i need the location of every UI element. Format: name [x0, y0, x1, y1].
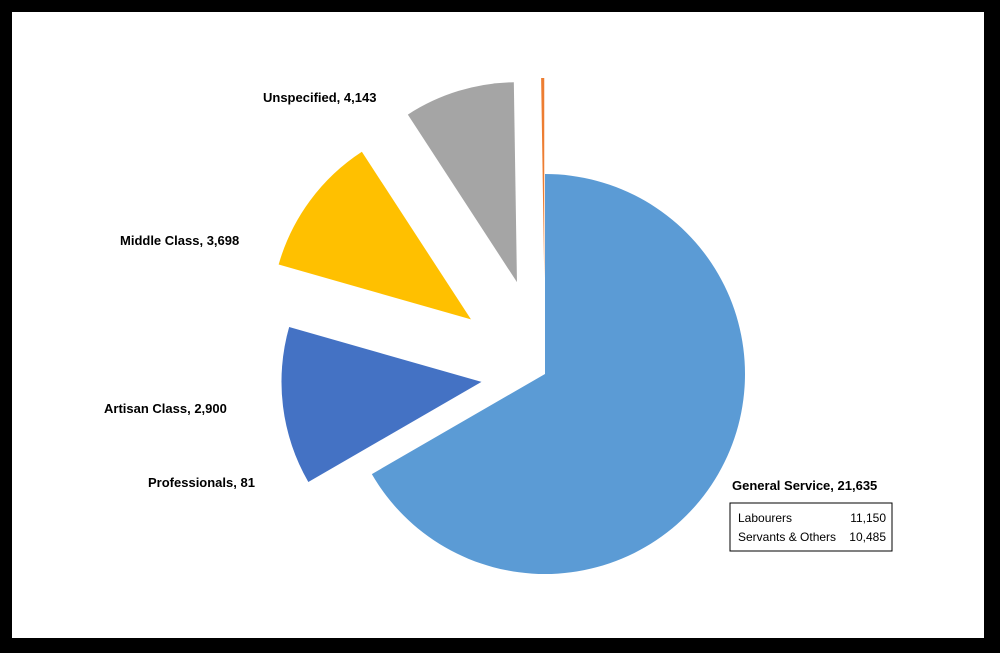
pie-slice	[541, 78, 545, 279]
pie-slice	[281, 327, 482, 482]
pie-slice	[407, 82, 517, 283]
slice-data-label: Unspecified, 4,143	[263, 90, 376, 105]
breakdown-row-label: Servants & Others	[738, 530, 836, 544]
breakdown-box-border	[729, 502, 893, 552]
slice-data-label: Professionals, 81	[148, 475, 255, 490]
breakdown-row-label: Labourers	[738, 511, 792, 525]
slice-labels: General Service, 21,635 Unspecified, 4,14…	[104, 90, 877, 493]
slice-data-label: Middle Class, 3,698	[120, 233, 239, 248]
slice-data-label: Artisan Class, 2,900	[104, 401, 227, 416]
slice-data-label: General Service, 21,635	[732, 478, 877, 493]
pie-slices	[278, 78, 745, 574]
pie-slice	[371, 174, 745, 574]
breakdown-row-value: 10,485	[849, 530, 886, 544]
breakdown-box: Labourers 11,150 Servants & Others 10,48…	[729, 502, 893, 552]
breakdown-row-value: 11,150	[850, 511, 886, 525]
pie-slice	[278, 151, 471, 320]
